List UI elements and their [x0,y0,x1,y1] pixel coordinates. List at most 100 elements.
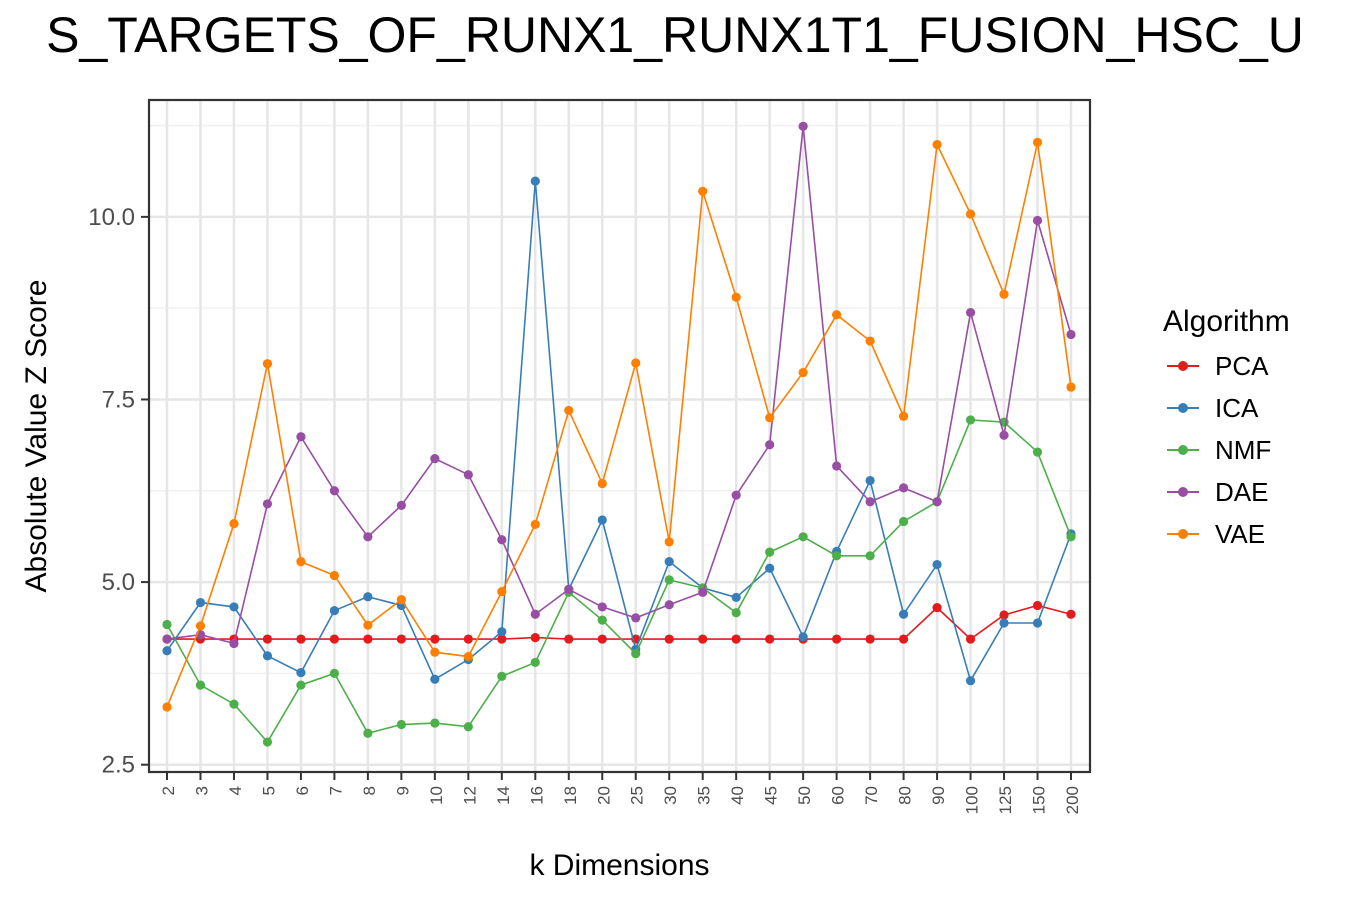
point-vae [597,478,607,489]
point-vae [296,557,306,567]
x-tick-label: 45 [762,786,781,805]
point-vae [798,367,808,378]
point-pca [396,634,406,644]
point-ica [1032,618,1043,628]
legend-item-pca: PCA [1163,345,1290,387]
legend-label: DAE [1215,476,1269,507]
x-tick-label: 35 [695,786,714,805]
point-nmf [296,680,306,690]
x-tick-label: 150 [1030,786,1049,814]
point-nmf [631,649,641,659]
legend-key-vae [1163,524,1203,544]
point-dae [664,600,674,610]
point-pca [463,634,473,644]
x-tick-label: 100 [963,786,982,814]
chart-title: S_TARGETS_OF_RUNX1_RUNX1T1_FUSION_HSC_U [46,7,1304,63]
series-lines [162,121,1076,747]
point-vae [229,519,239,529]
point-dae [564,584,574,594]
legend-label: ICA [1215,392,1259,423]
point-ica [296,668,306,678]
point-vae [463,651,473,662]
point-dae [898,483,909,493]
point-pca [965,634,976,644]
point-pca [363,634,373,644]
series-vae [162,137,1076,712]
point-vae [731,292,741,302]
point-ica [530,176,540,186]
point-pca [564,634,574,644]
point-vae [162,702,172,712]
point-ica [932,559,942,570]
line-dae [166,126,1072,645]
point-dae [262,499,273,509]
point-nmf [530,657,540,668]
legend: Algorithm PCA ICA NMF DAE VAE [1163,305,1290,555]
point-dae [999,430,1009,440]
x-tick-label: 30 [661,786,680,805]
x-tick-label: 90 [929,786,948,805]
point-vae [631,358,641,368]
series-dae [162,121,1076,649]
point-pca [329,634,340,644]
point-pca [932,603,942,613]
point-vae [698,186,708,196]
point-nmf [1032,447,1043,457]
x-tick-label: 60 [829,786,848,805]
legend-items: PCA ICA NMF DAE VAE [1163,345,1290,555]
point-dae [162,634,172,644]
point-pca [497,634,507,644]
point-ica [329,605,340,616]
point-dae [698,587,708,597]
point-vae [564,405,574,416]
x-tick-label: 6 [293,786,312,795]
point-vae [999,289,1009,299]
x-tick-label: 125 [996,786,1015,814]
point-pca [865,634,875,644]
point-ica [363,592,373,602]
point-pca [698,634,708,644]
point-ica [664,557,674,567]
point-nmf [731,608,741,618]
point-vae [396,595,406,605]
legend-key-dae [1163,482,1203,502]
point-vae [898,411,909,421]
point-dae [430,454,440,464]
x-tick-label: 4 [226,786,245,795]
x-tick-label: 12 [460,786,479,805]
point-vae [329,570,340,581]
point-nmf [832,551,842,561]
x-tick-label: 9 [393,786,412,795]
x-tick-label: 80 [896,786,915,805]
point-ica [999,618,1009,628]
point-nmf [363,728,373,738]
x-tick-label: 7 [326,786,345,795]
x-tick-label: 10 [427,786,446,805]
point-ica [798,632,808,642]
point-vae [195,621,206,631]
point-nmf [798,532,808,542]
point-vae [530,519,540,529]
point-ica [497,627,507,637]
point-vae [363,620,373,630]
grid [149,100,1090,772]
x-tick-label: 5 [259,786,278,795]
x-axis-label: k Dimensions [529,849,709,882]
line-vae [166,141,1072,708]
x-tick-label: 18 [561,786,580,805]
y-tick-label: 2.5 [102,752,135,779]
x-tick-label: 8 [360,786,379,795]
x-tick-label: 14 [494,786,513,805]
point-nmf [396,719,406,730]
point-pca [1066,609,1076,619]
legend-key-pca [1163,356,1203,376]
point-pca [530,633,540,643]
point-nmf [430,718,440,728]
point-nmf [1066,532,1076,542]
point-dae [765,440,775,450]
legend-label: NMF [1215,434,1272,465]
point-nmf [195,680,206,690]
point-vae [1032,137,1043,147]
axes: 2.55.07.510.02 3 4 5 6 7 8 9 10 12 14 16 18 20 25 30 35 4… [88,204,1082,815]
x-tick-label: 16 [527,786,546,805]
